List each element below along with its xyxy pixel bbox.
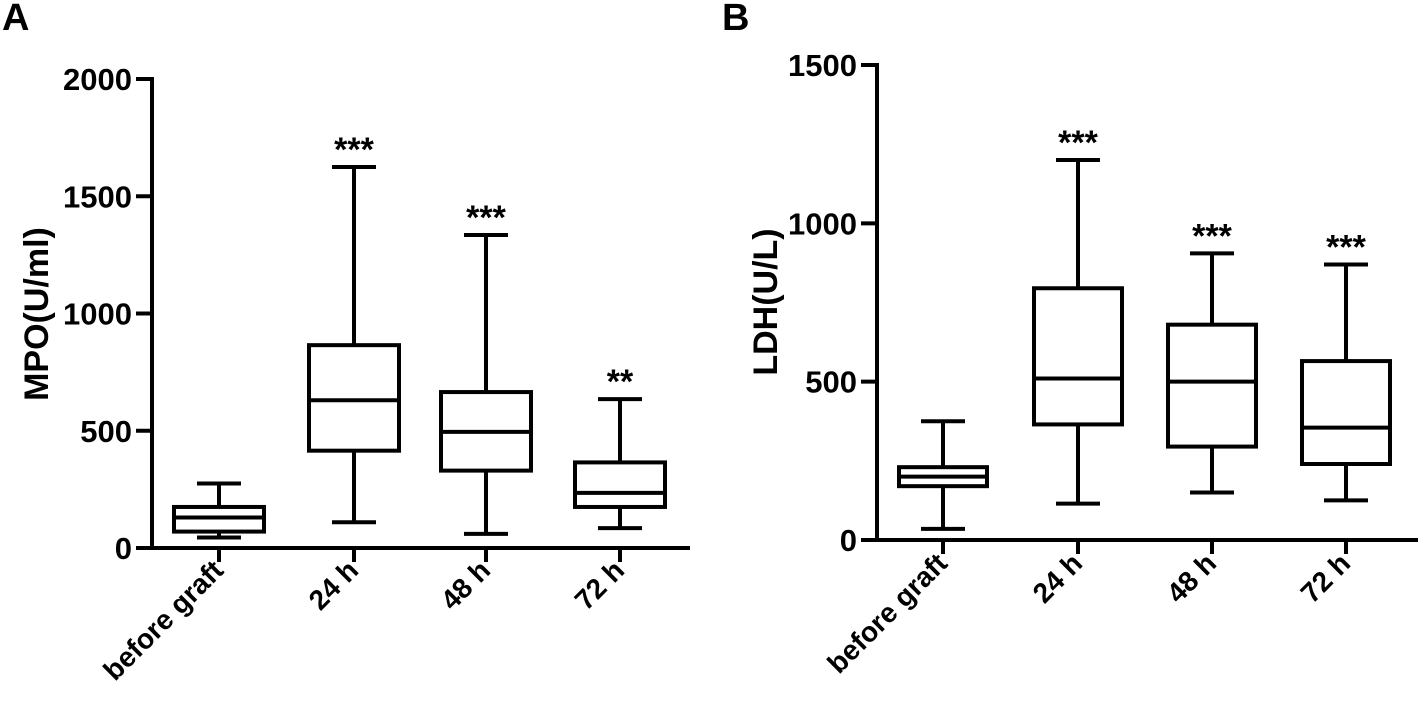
x-tick-label: 48 h	[1161, 547, 1223, 609]
box-24-h: *** 24 h	[303, 131, 401, 616]
significance-label: ***	[334, 131, 374, 169]
box-24-h: *** 24 h	[1027, 124, 1124, 609]
panel-letter: A	[2, 0, 29, 39]
box-48-h: *** 48 h	[1161, 217, 1258, 609]
y-tick-label: 2000	[63, 62, 132, 97]
significance-label: **	[607, 363, 634, 401]
x-tick-label: 24 h	[1027, 547, 1089, 609]
x-tick-label: 24 h	[303, 554, 365, 616]
x-tick-label: before graft	[97, 554, 229, 686]
y-tick-label: 1500	[63, 179, 132, 214]
y-axis-label: LDH(U/L)	[747, 228, 785, 375]
panel-a: A MPO(U/ml) 0 500 1000 1500 2000 before graft **…	[2, 0, 690, 686]
y-tick-label: 0	[115, 531, 132, 566]
y-tick-label: 1500	[788, 48, 857, 83]
y-axis-label: MPO(U/ml)	[18, 227, 56, 401]
y-tick-label: 500	[80, 414, 132, 449]
iqr-box	[1032, 286, 1124, 427]
x-tick-label: 48 h	[435, 554, 497, 616]
significance-label: ***	[466, 199, 506, 237]
significance-label: ***	[1058, 124, 1098, 162]
x-tick-label: 72 h	[1295, 547, 1357, 609]
iqr-box	[573, 460, 667, 509]
panel-letter: B	[722, 0, 749, 39]
x-tick-label: 72 h	[569, 554, 631, 616]
iqr-box	[307, 343, 401, 453]
y-tick-label: 500	[805, 365, 857, 400]
box-72-h: ** 72 h	[569, 363, 667, 616]
box-before-graft: before graft	[97, 481, 266, 686]
iqr-box	[1300, 359, 1392, 467]
x-tick-label: before graft	[821, 547, 953, 679]
y-tick-label: 1000	[788, 206, 857, 241]
y-tick-label: 1000	[63, 297, 132, 332]
significance-label: ***	[1326, 229, 1366, 267]
iqr-box	[1166, 322, 1258, 449]
significance-label: ***	[1192, 217, 1232, 255]
box-72-h: *** 72 h	[1295, 229, 1392, 609]
y-tick-label: 0	[840, 523, 857, 558]
box-48-h: *** 48 h	[435, 199, 533, 616]
panel-b: B LDH(U/L) 0 500 1000 1500 before graft *** 24 h…	[722, 0, 1418, 679]
